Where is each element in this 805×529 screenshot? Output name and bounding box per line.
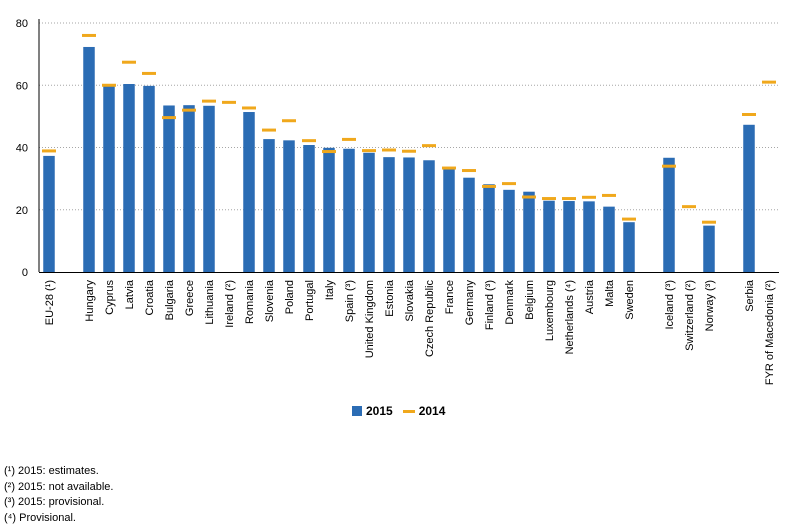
bar-2015 [443,168,455,272]
footnote: (¹) 2015: estimates. [4,465,99,477]
bar-2015 [363,152,375,272]
y-tick-label: 40 [16,143,28,155]
bar-2015 [383,157,395,272]
x-tick-label: Denmark [504,280,516,325]
legend-item-2014: 2014 [402,404,446,418]
legend-label-2014: 2014 [418,404,446,418]
bars-2015 [43,46,755,273]
legend-item-2015: 2015 [352,404,393,418]
x-tick-label: Ireland (²) [224,280,236,328]
x-tick-label: Cyprus [104,280,116,315]
bar-2015 [543,200,555,272]
x-tick-labels: EU-28 (¹) Hungary Cyprus Latvia Croatia Bulga… [44,279,776,385]
x-tick-label: Spain (³) [344,280,356,322]
x-tick-label: Serbia [744,279,756,312]
x-tick-label: Estonia [384,279,396,317]
bar-2015 [263,139,275,272]
x-tick-label: Lithuania [204,279,216,325]
bar-2015 [123,84,135,272]
x-tick-label: Portugal [304,280,316,321]
x-tick-label: Norway (³) [704,280,716,331]
x-tick-label: Sweden [624,280,636,320]
x-tick-label: Italy [324,280,336,301]
x-tick-label: Austria [584,279,596,314]
x-tick-label: Romania [244,279,256,324]
x-tick-label: Finland (³) [484,280,496,330]
bar-2015 [623,222,635,272]
bar-2015 [163,105,175,272]
bar-2015 [323,147,335,272]
bar-2015 [743,124,755,272]
legend-label-2015: 2015 [366,404,393,418]
bar-2015 [663,157,675,272]
y-tick-labels: 0 20 40 60 80 [16,18,28,279]
x-tick-label: Iceland (³) [664,280,676,330]
bar-2015 [463,177,475,272]
x-tick-label: Czech Republic [424,280,436,358]
bar-2015 [403,157,415,272]
bar-2015 [603,206,615,272]
bar-2015 [583,201,595,272]
bar-2015 [343,148,355,272]
x-tick-label: Malta [604,279,616,307]
bar-chart: 0 20 40 60 80 EU-28 (¹) Hungary Cyprus Latvia Cr… [16,18,779,385]
bar-2015 [423,160,435,272]
bar-2015 [83,46,95,273]
x-tick-label: Switzerland (²) [684,280,696,351]
bar-2015 [183,105,195,272]
x-tick-label: Latvia [124,279,136,309]
bar-2015 [43,155,55,272]
x-tick-label: Greece [184,280,196,316]
x-tick-label: FYR of Macedonia (²) [764,280,776,385]
axes [38,19,779,273]
x-tick-label: Germany [464,280,476,326]
y-tick-label: 20 [16,205,28,217]
bar-2015 [563,201,575,272]
x-tick-label: Netherlands (⁴) [564,280,576,354]
bar-2015 [703,225,715,272]
x-tick-label: Slovakia [404,279,416,321]
bar-2015 [283,140,295,272]
x-tick-label: Poland [284,280,296,314]
x-tick-label: Croatia [144,279,156,315]
y-tick-label: 0 [22,267,28,279]
x-tick-label: Bulgaria [164,279,176,320]
bar-2015 [303,145,315,272]
bar-2015 [103,86,115,273]
x-tick-label: EU-28 (¹) [44,280,56,325]
footnote: (³) 2015: provisional. [4,496,105,508]
y-tick-label: 80 [16,18,28,30]
bar-2015 [503,189,515,272]
x-tick-label: United Kingdom [364,280,376,358]
bar-2015 [203,105,215,272]
bar-2015 [483,184,495,272]
footnotes: (¹) 2015: estimates. (²) 2015: not avail… [4,464,113,526]
bar-2015 [143,85,155,272]
legend: 2015 2014 [352,404,445,418]
bar-2015 [243,112,255,272]
x-tick-label: Slovenia [264,279,276,322]
x-tick-label: France [444,280,456,314]
bar-2015 [523,191,535,272]
x-tick-label: Luxembourg [544,280,556,341]
footnote: (⁴) Provisional. [4,511,76,524]
legend-swatch-2015 [352,406,362,416]
footnote: (²) 2015: not available. [4,480,114,493]
legend-swatch-2014 [402,409,415,413]
y-tick-label: 60 [16,80,28,92]
x-tick-label: Belgium [524,280,536,320]
x-tick-label: Hungary [84,280,96,322]
markers-2014 [42,33,776,224]
